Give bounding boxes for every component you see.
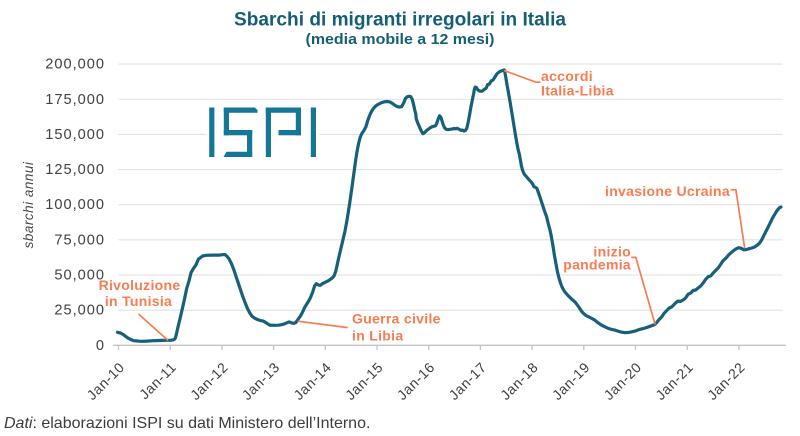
- svg-text:125,000: 125,000: [45, 162, 105, 178]
- svg-text:pandemia: pandemia: [563, 257, 631, 273]
- svg-text:150,000: 150,000: [45, 127, 105, 143]
- svg-text:in Libia: in Libia: [352, 328, 403, 344]
- svg-text:0: 0: [96, 338, 105, 354]
- svg-text:sbarchi annui: sbarchi annui: [21, 161, 36, 248]
- svg-text:invasione Ucraina: invasione Ucraina: [605, 183, 730, 199]
- svg-text:Guerra civile: Guerra civile: [352, 311, 441, 327]
- svg-text:50,000: 50,000: [54, 268, 105, 284]
- svg-text:accordi: accordi: [541, 68, 593, 84]
- svg-text:Italia-Libia: Italia-Libia: [541, 83, 614, 99]
- svg-text:200,000: 200,000: [45, 57, 105, 73]
- svg-text:Rivoluzione: Rivoluzione: [99, 277, 181, 293]
- svg-text:175,000: 175,000: [45, 92, 105, 108]
- svg-text:inizio: inizio: [593, 243, 631, 259]
- svg-text:25,000: 25,000: [54, 303, 105, 319]
- svg-text:Sbarchi di migranti irregolari: Sbarchi di migranti irregolari in Italia: [234, 10, 566, 31]
- svg-text:Dati: elaborazioni ISPI su dat: Dati: elaborazioni ISPI su dati Minister…: [4, 415, 370, 432]
- svg-text:100,000: 100,000: [45, 197, 105, 213]
- svg-text:(media mobile a 12 mesi): (media mobile a 12 mesi): [306, 32, 495, 48]
- svg-text:in Tunisia: in Tunisia: [105, 293, 172, 309]
- svg-text:75,000: 75,000: [54, 232, 105, 248]
